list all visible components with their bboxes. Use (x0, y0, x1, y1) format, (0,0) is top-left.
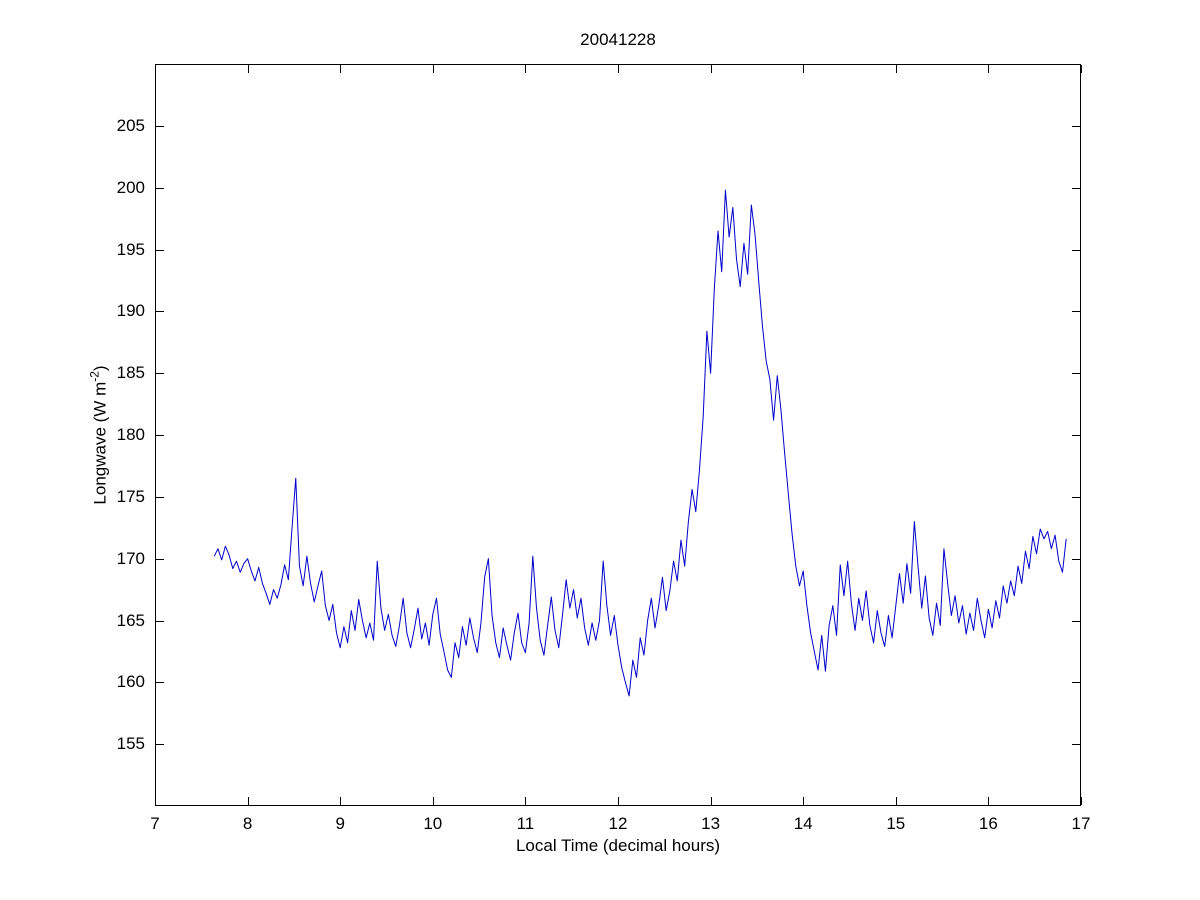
y-tick-label: 180 (116, 425, 145, 444)
y-tick-label: 165 (116, 610, 145, 630)
x-tick-label: 7 (150, 814, 160, 833)
y-tick-label: 200 (116, 177, 145, 197)
axes-box (155, 64, 1081, 806)
x-tick-label: 16 (978, 814, 998, 833)
x-tick-label: 8 (242, 814, 253, 833)
x-tick-label: 9 (335, 814, 345, 833)
x-tick-label: 15 (886, 814, 906, 833)
x-tick-label: 13 (701, 814, 721, 833)
y-tick-label: 205 (116, 115, 145, 135)
y-tick-label: 160 (116, 672, 145, 692)
x-tick-label: 10 (423, 814, 443, 833)
x-tick-label: 12 (608, 814, 628, 833)
y-axis-label-prefix: Longwave (W m (90, 381, 110, 505)
plot-area (155, 64, 1082, 806)
x-axis-label: Local Time (decimal hours) (515, 836, 721, 855)
x-tick-label: 11 (516, 814, 535, 833)
y-tick-label: 190 (116, 301, 145, 321)
x-tick-label: 14 (793, 814, 813, 833)
x-tick-label: 17 (1071, 814, 1091, 833)
y-tick-label: 185 (116, 363, 145, 383)
y-tick-label: 170 (116, 548, 145, 568)
y-axis-label-suffix: ) (90, 365, 110, 372)
longwave-line (213, 189, 1067, 697)
y-axis-label: Longwave (W m-2) (88, 365, 111, 504)
chart-title: 20041228 (580, 30, 656, 49)
y-tick-label: 175 (116, 486, 145, 506)
y-axis-label-superscript: -2 (87, 371, 102, 382)
y-tick-label: 155 (116, 734, 145, 754)
y-tick-label: 195 (116, 239, 145, 259)
